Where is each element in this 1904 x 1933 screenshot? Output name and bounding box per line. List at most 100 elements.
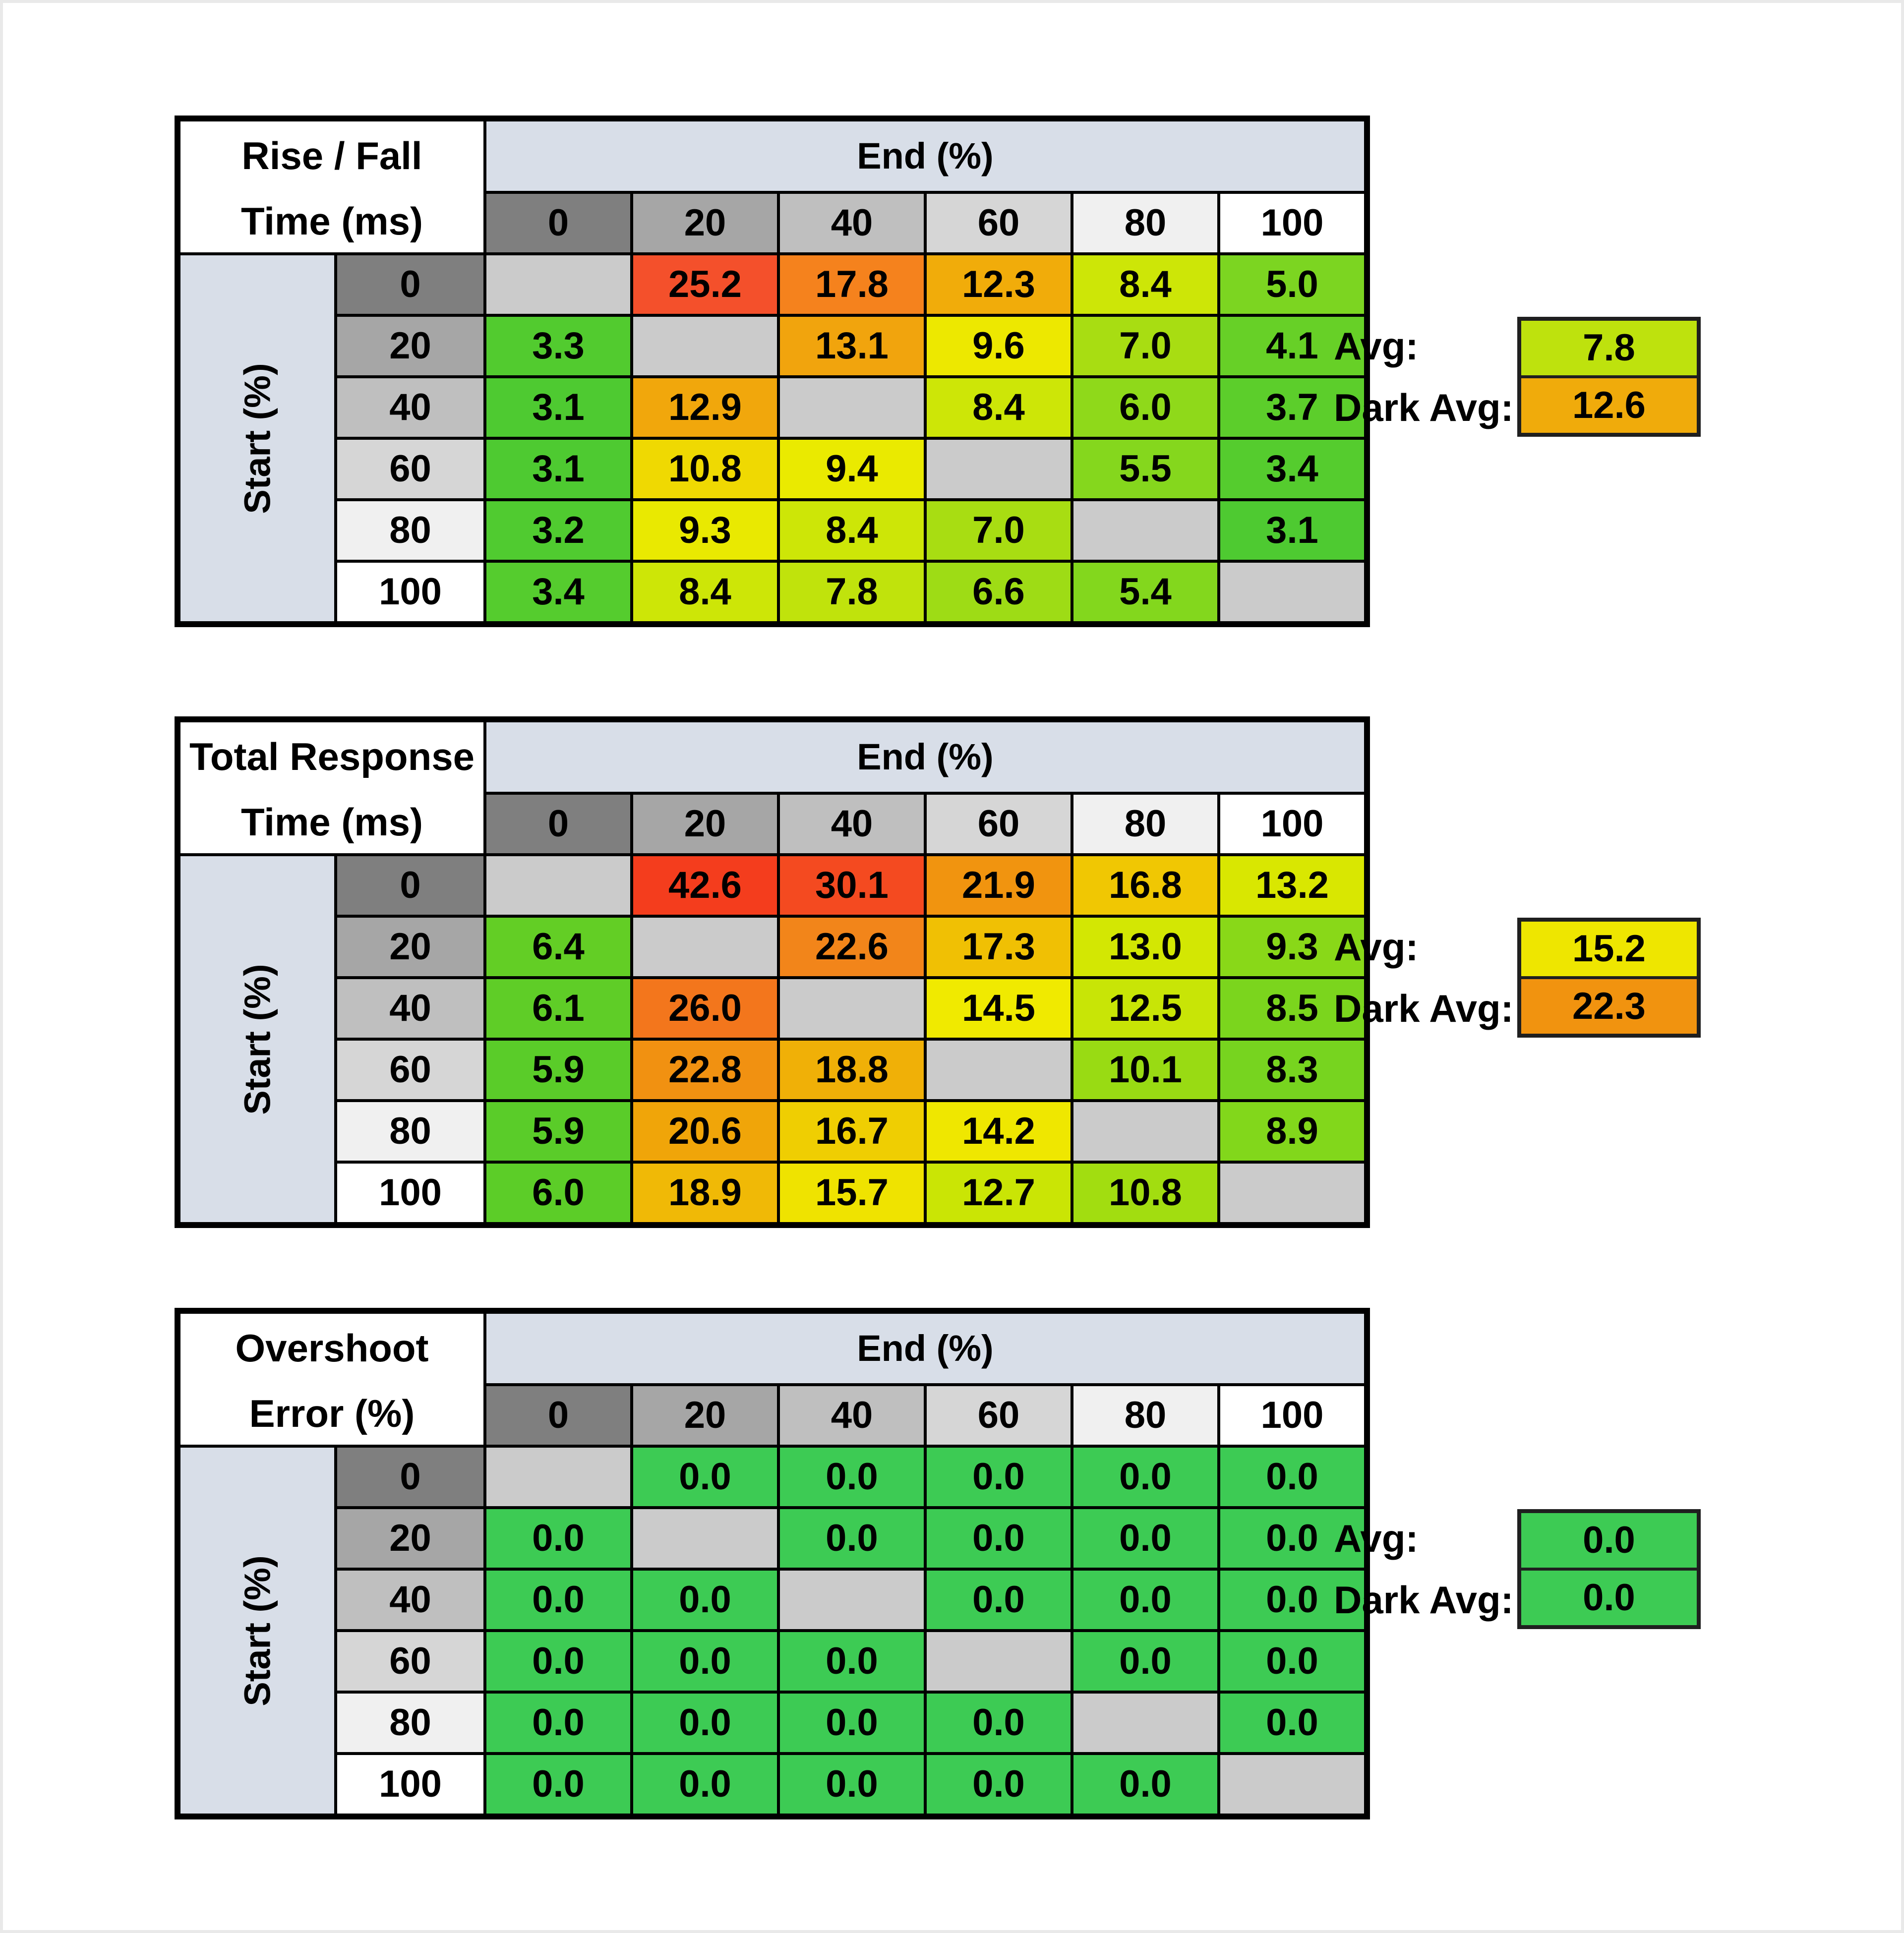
heatmap-cell: 13.2 — [1220, 856, 1364, 915]
heatmap-cell: 13.1 — [780, 317, 924, 375]
row-header: 20 — [337, 918, 483, 976]
heatmap-cell: 25.2 — [633, 255, 777, 314]
table-title: Overshoot Error (%) — [180, 1314, 483, 1445]
heatmap-cell — [486, 1448, 630, 1506]
heatmap-cell: 9.3 — [1220, 918, 1364, 976]
row-header: 80 — [337, 501, 483, 560]
end-axis-label: End (%) — [486, 121, 1364, 191]
start-axis-label-text: Start (%) — [237, 1555, 278, 1706]
heatmap-cell: 13.0 — [1073, 918, 1217, 976]
heatmap-cell: 16.8 — [1073, 856, 1217, 915]
heatmap-cell: 10.8 — [633, 440, 777, 498]
heatmap-cell: 3.1 — [1220, 501, 1364, 560]
end-axis-label: End (%) — [486, 722, 1364, 792]
heatmap-cell: 6.4 — [486, 918, 630, 976]
heatmap-cell: 5.4 — [1073, 563, 1217, 621]
heatmap-cell: 8.4 — [780, 501, 924, 560]
heatmap-cell: 14.2 — [927, 1102, 1071, 1161]
heatmap-cell: 5.9 — [486, 1041, 630, 1099]
row-header: 60 — [337, 440, 483, 498]
heatmap-cell: 0.0 — [486, 1509, 630, 1568]
col-header: 0 — [486, 194, 630, 252]
heatmap-cell: 8.3 — [1220, 1041, 1364, 1099]
heatmap-cell: 9.4 — [780, 440, 924, 498]
heatmap-cell — [633, 317, 777, 375]
table-title-line1: Overshoot — [235, 1326, 429, 1370]
total-response-time-table: Total Response Time (ms) End (%) 0 20 40… — [175, 716, 1370, 1228]
heatmap-cell: 3.3 — [486, 317, 630, 375]
heatmap-cell: 7.0 — [927, 501, 1071, 560]
heatmap-cell — [1073, 501, 1217, 560]
row-header: 60 — [337, 1632, 483, 1691]
col-header: 20 — [633, 795, 777, 853]
heatmap-cell: 6.0 — [1073, 378, 1217, 437]
heatmap-cell: 5.0 — [1220, 255, 1364, 314]
heatmap-cell: 0.0 — [486, 1694, 630, 1752]
heatmap-cell: 0.0 — [1220, 1632, 1364, 1691]
heatmap-cell: 0.0 — [633, 1632, 777, 1691]
row-header: 100 — [337, 1164, 483, 1222]
heatmap-cell: 15.7 — [780, 1164, 924, 1222]
heatmap-cell: 12.5 — [1073, 979, 1217, 1038]
heatmap-cell: 17.3 — [927, 918, 1071, 976]
heatmap-cell: 3.1 — [486, 378, 630, 437]
heatmap-cell — [633, 1509, 777, 1568]
col-header: 20 — [633, 1386, 777, 1445]
heatmap-cell: 7.0 — [1073, 317, 1217, 375]
heatmap-cell: 16.7 — [780, 1102, 924, 1161]
avg-box: 15.2 22.3 — [1517, 918, 1701, 1038]
heatmap-cell — [633, 918, 777, 976]
col-header: 40 — [780, 795, 924, 853]
table-title: Total Response Time (ms) — [180, 722, 483, 853]
heatmap-cell: 3.7 — [1220, 378, 1364, 437]
row-header: 80 — [337, 1694, 483, 1752]
avg-box: 0.0 0.0 — [1517, 1509, 1701, 1629]
heatmap-cell: 0.0 — [486, 1632, 630, 1691]
heatmap-cell: 0.0 — [1073, 1571, 1217, 1629]
start-axis-label-text: Start (%) — [237, 963, 278, 1115]
col-header: 0 — [486, 795, 630, 853]
avg-value: 15.2 — [1521, 922, 1697, 976]
dark-avg-label: Dark Avg: — [1334, 386, 1514, 429]
heatmap-cell: 8.4 — [927, 378, 1071, 437]
col-header: 40 — [780, 194, 924, 252]
heatmap-cell — [780, 1571, 924, 1629]
heatmap-cell — [1073, 1102, 1217, 1161]
row-header: 20 — [337, 1509, 483, 1568]
table-title: Rise / Fall Time (ms) — [180, 121, 483, 252]
heatmap-cell: 30.1 — [780, 856, 924, 915]
end-axis-label: End (%) — [486, 1314, 1364, 1383]
col-header: 20 — [633, 194, 777, 252]
heatmap-cell: 0.0 — [1073, 1755, 1217, 1814]
start-axis-label-text: Start (%) — [237, 362, 278, 514]
heatmap-cell — [1220, 1755, 1364, 1814]
table-title-line1: Rise / Fall — [241, 134, 422, 178]
heatmap-cell: 5.5 — [1073, 440, 1217, 498]
heatmap-cell: 18.9 — [633, 1164, 777, 1222]
row-header: 0 — [337, 856, 483, 915]
heatmap-cell: 22.6 — [780, 918, 924, 976]
col-header: 80 — [1073, 795, 1217, 853]
heatmap-cell: 0.0 — [633, 1571, 777, 1629]
heatmap-cell: 22.8 — [633, 1041, 777, 1099]
row-header: 100 — [337, 563, 483, 621]
heatmap-cell: 0.0 — [927, 1694, 1071, 1752]
heatmap-cell: 0.0 — [1220, 1694, 1364, 1752]
row-header: 60 — [337, 1041, 483, 1099]
heatmap-cell: 0.0 — [1220, 1509, 1364, 1568]
table-title-line1: Total Response — [189, 735, 475, 779]
heatmap-cell — [927, 1041, 1071, 1099]
heatmap-cell — [780, 979, 924, 1038]
heatmap-cell: 12.7 — [927, 1164, 1071, 1222]
heatmap-cell: 42.6 — [633, 856, 777, 915]
heatmap-cell — [1220, 563, 1364, 621]
heatmap-cell: 0.0 — [633, 1448, 777, 1506]
heatmap-cell — [1220, 1164, 1364, 1222]
heatmap-cell: 0.0 — [486, 1755, 630, 1814]
heatmap-cell: 3.4 — [1220, 440, 1364, 498]
heatmap-cell: 8.4 — [633, 563, 777, 621]
heatmap-cell: 14.5 — [927, 979, 1071, 1038]
col-header: 60 — [927, 795, 1071, 853]
row-header: 0 — [337, 1448, 483, 1506]
heatmap-cell: 8.9 — [1220, 1102, 1364, 1161]
